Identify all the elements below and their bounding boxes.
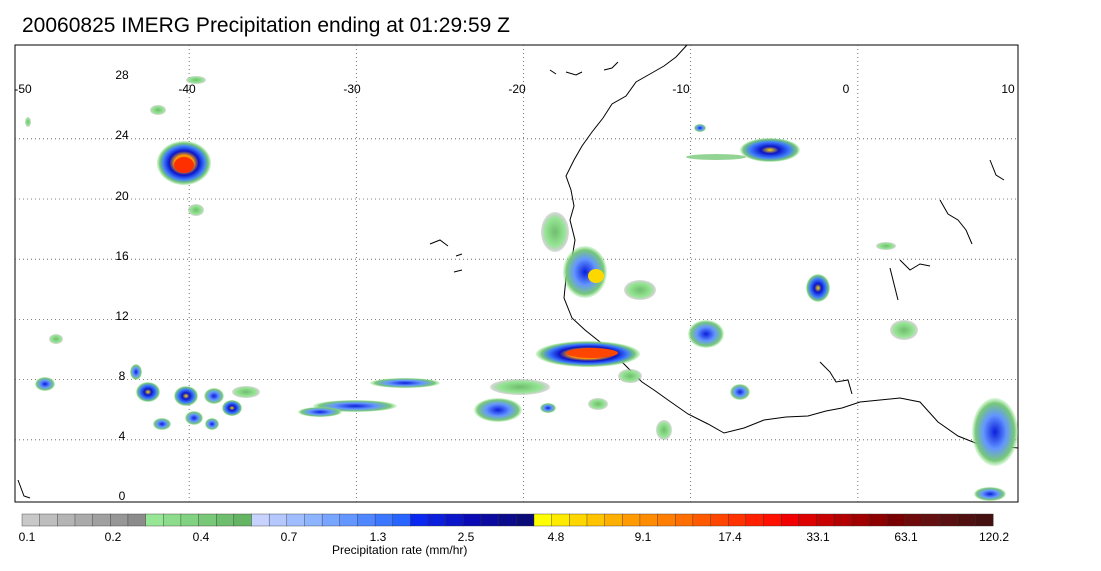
colorbar-swatch <box>569 513 588 527</box>
colorbar-swatch <box>975 513 994 527</box>
lat-label: 20 <box>115 189 129 203</box>
colorbar-swatch <box>410 513 429 527</box>
colorbar-swatch <box>233 513 253 527</box>
colorbar-swatch <box>604 513 623 527</box>
colorbar-swatch <box>180 513 200 527</box>
map-title: 20060825 IMERG Precipitation ending at 0… <box>22 14 510 37</box>
colorbar <box>21 513 994 527</box>
colorbar-swatch <box>215 513 235 527</box>
colorbar-tick-label: 63.1 <box>894 530 918 544</box>
colorbar-swatch <box>675 513 694 527</box>
colorbar-swatch <box>304 513 323 527</box>
colorbar-swatch <box>74 513 94 527</box>
lon-label: 10 <box>1001 82 1015 96</box>
colorbar-swatch <box>92 513 111 527</box>
colorbar-swatch <box>357 513 376 527</box>
lat-label: 4 <box>119 429 126 443</box>
colorbar-swatch <box>533 513 553 527</box>
colorbar-swatch <box>498 513 517 527</box>
colorbar-swatch <box>798 513 817 527</box>
colorbar-tick-label: 0.1 <box>19 530 36 544</box>
colorbar-swatch <box>904 513 923 527</box>
colorbar-tick-label: 2.5 <box>458 530 475 544</box>
storm-cell <box>688 320 724 348</box>
colorbar-swatch <box>127 513 147 527</box>
colorbar-swatch <box>392 513 411 527</box>
lat-label: 24 <box>115 128 129 142</box>
colorbar-swatch <box>869 513 888 527</box>
storm-cell <box>806 274 830 302</box>
lon-label: -20 <box>508 82 526 96</box>
colorbar-swatch <box>780 513 800 527</box>
colorbar-swatch <box>939 513 959 527</box>
colorbar-tick-label: 4.8 <box>548 530 565 544</box>
colorbar-tick-label: 0.4 <box>193 530 210 544</box>
colorbar-ticks: 0.1 0.2 0.4 0.7 1.3 2.5 4.8 9.1 17.4 33.… <box>19 530 1010 544</box>
precipitation-field <box>25 76 1018 501</box>
colorbar-swatch <box>163 513 182 527</box>
colorbar-swatch <box>622 513 641 527</box>
graticule <box>15 45 1018 502</box>
colorbar-tick-label: 17.4 <box>718 530 742 544</box>
colorbar-swatch <box>268 513 288 527</box>
storm-cell <box>563 246 607 298</box>
colorbar-swatch <box>145 513 164 527</box>
colorbar-swatch <box>922 513 941 527</box>
colorbar-swatch <box>480 513 500 527</box>
colorbar-tick-label: 0.7 <box>281 530 298 544</box>
colorbar-swatch <box>251 513 270 527</box>
colorbar-swatch <box>286 513 305 527</box>
colorbar-swatch <box>551 513 570 527</box>
colorbar-swatch <box>886 513 906 527</box>
lat-label: 0 <box>119 489 126 503</box>
colorbar-swatch <box>39 513 58 527</box>
colorbar-swatch <box>57 513 76 527</box>
lon-label: -30 <box>343 82 361 96</box>
colorbar-swatch <box>463 513 482 527</box>
colorbar-swatch <box>851 513 870 527</box>
colorbar-swatch <box>516 513 535 527</box>
lon-label: -50 <box>14 82 32 96</box>
colorbar-tick-label: 0.2 <box>105 530 122 544</box>
colorbar-swatch <box>110 513 129 527</box>
coastline <box>17 44 1019 499</box>
colorbar-tick-label: 120.2 <box>979 530 1009 544</box>
map-frame <box>14 44 1019 503</box>
colorbar-swatch <box>745 513 764 527</box>
colorbar-swatch <box>198 513 217 527</box>
lat-label: 16 <box>115 249 129 263</box>
colorbar-swatch <box>427 513 447 527</box>
lat-label: 12 <box>115 309 129 323</box>
colorbar-tick-label: 33.1 <box>806 530 830 544</box>
colorbar-tick-label: 1.3 <box>370 530 387 544</box>
colorbar-swatch <box>763 513 782 527</box>
colorbar-swatch <box>639 513 659 527</box>
lat-label: 8 <box>119 369 126 383</box>
storm-cell <box>740 138 800 162</box>
colorbar-swatch <box>957 513 976 527</box>
colorbar-swatch <box>816 513 835 527</box>
lon-label: -40 <box>178 82 196 96</box>
lon-label: 0 <box>843 82 850 96</box>
colorbar-swatch <box>833 513 853 527</box>
colorbar-swatch <box>710 513 729 527</box>
colorbar-tick-label: 9.1 <box>635 530 652 544</box>
colorbar-caption: Precipitation rate (mm/hr) <box>332 543 468 557</box>
colorbar-swatch <box>586 513 606 527</box>
colorbar-swatch <box>657 513 676 527</box>
colorbar-swatch <box>374 513 394 527</box>
lon-label: -10 <box>672 82 690 96</box>
lat-labels: 28 24 20 16 12 8 4 0 <box>115 68 129 503</box>
lon-labels: -50 -40 -30 -20 -10 0 10 <box>14 82 1015 96</box>
colorbar-swatch <box>339 513 358 527</box>
lat-label: 28 <box>115 68 129 82</box>
colorbar-swatch <box>445 513 464 527</box>
colorbar-swatch <box>692 513 712 527</box>
colorbar-swatch <box>727 513 747 527</box>
colorbar-swatch <box>321 513 341 527</box>
colorbar-swatch <box>21 513 41 527</box>
